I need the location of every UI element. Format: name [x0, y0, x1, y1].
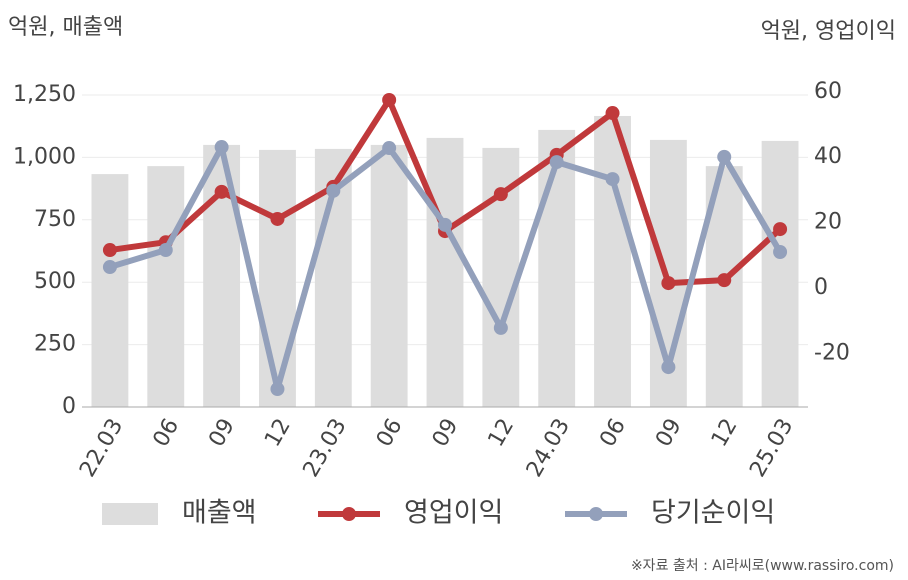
bar — [538, 129, 576, 408]
x-tick-label: 12 — [484, 415, 520, 452]
point — [158, 243, 173, 258]
bar — [203, 144, 241, 407]
point — [773, 245, 788, 260]
point — [102, 260, 117, 275]
legend-swatch — [102, 503, 158, 525]
y-tick-label: 750 — [34, 207, 76, 232]
point — [214, 184, 229, 199]
bar — [370, 144, 408, 407]
x-tick-label: 06 — [595, 415, 631, 452]
bar — [594, 115, 631, 407]
bar — [147, 166, 185, 407]
point — [493, 187, 508, 202]
point — [661, 360, 676, 375]
point — [717, 273, 732, 288]
x-tick-label: 09 — [204, 415, 240, 452]
bar — [761, 140, 799, 408]
legend-swatch — [589, 507, 603, 521]
point — [773, 222, 788, 237]
point — [102, 243, 117, 258]
x-tick-label: 12 — [260, 415, 296, 452]
bar — [426, 137, 464, 408]
y-tick-label: 500 — [34, 269, 76, 294]
x-tick-label: 09 — [428, 415, 464, 452]
source: ※자료 출처 : AI라씨로(www.rassiro.com) — [631, 558, 894, 574]
bar — [259, 149, 296, 407]
y2-tick-label: 0 — [814, 275, 828, 300]
x-tick-label: 24.03 — [522, 415, 575, 482]
bar — [91, 174, 129, 407]
x-tick-label: 06 — [372, 415, 408, 452]
x-tick-label: 09 — [651, 415, 687, 452]
point — [549, 155, 564, 170]
y-tick-label: 0 — [62, 394, 76, 419]
y2-tick-label: 60 — [814, 79, 842, 104]
point — [326, 183, 341, 198]
y2-tick-label: 40 — [814, 144, 842, 169]
x-tick-label: 25.03 — [745, 415, 798, 482]
y-axis-title: 억원, 매출액 — [8, 15, 123, 40]
x-tick-label: 22.03 — [75, 415, 128, 482]
point — [270, 382, 285, 397]
point — [661, 276, 676, 291]
point — [605, 172, 620, 187]
point — [214, 140, 229, 155]
point — [382, 141, 397, 156]
y2-axis-title: 억원, 영업이익 — [761, 19, 896, 44]
y-tick-label: 250 — [34, 332, 76, 357]
x-tick-label: 12 — [707, 415, 743, 452]
point — [270, 211, 285, 226]
point — [717, 149, 732, 164]
legend-label: 당기순이익 — [651, 498, 775, 529]
y-tick-label: 1,250 — [13, 82, 76, 107]
y-tick-label: 1,000 — [13, 144, 76, 169]
legend-swatch — [342, 507, 356, 521]
y2-tick-label: 20 — [814, 210, 842, 235]
point — [382, 92, 397, 107]
point — [605, 106, 620, 121]
x-tick-label: 23.03 — [299, 415, 352, 482]
point — [493, 320, 508, 335]
y2-tick-label: -20 — [814, 340, 850, 365]
x-tick-label: 06 — [149, 415, 185, 452]
point — [438, 217, 452, 232]
legend-label: 매출액 — [182, 498, 257, 529]
legend-label: 영업이익 — [404, 498, 503, 529]
